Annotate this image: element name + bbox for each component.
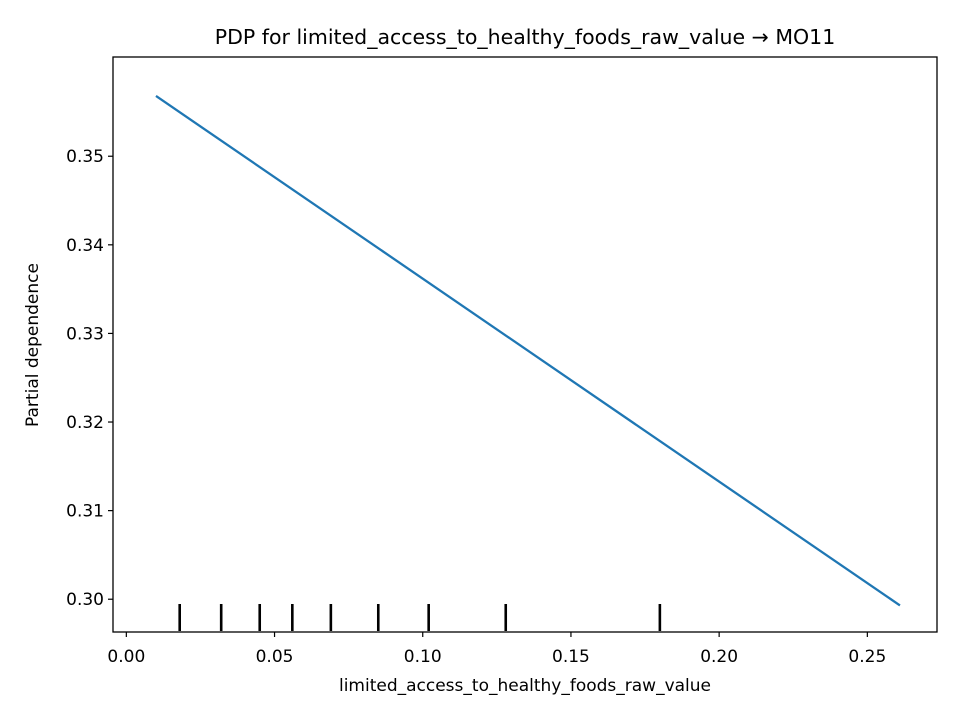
y-tick-label: 0.33 [66, 324, 104, 344]
y-tick-label: 0.35 [66, 147, 104, 167]
x-axis: 0.00 0.05 0.10 0.15 0.20 0.25 [107, 632, 886, 667]
y-axis: 0.30 0.31 0.32 0.33 0.34 0.35 [66, 147, 113, 610]
plot-area [155, 95, 901, 631]
axes-frame [112, 56, 938, 633]
y-axis-label: Partial dependence [23, 263, 43, 427]
x-tick-label: 0.25 [848, 647, 886, 667]
x-tick-label: 0.05 [256, 647, 294, 667]
x-tick-label: 0.20 [700, 647, 738, 667]
series-line-0 [155, 95, 901, 607]
x-tick-label: 0.00 [107, 647, 145, 667]
x-axis-label: limited_access_to_healthy_foods_raw_valu… [339, 676, 711, 696]
x-tick-label: 0.10 [404, 647, 442, 667]
x-tick-label: 0.15 [552, 647, 590, 667]
y-tick-label: 0.32 [66, 413, 104, 433]
y-tick-label: 0.30 [66, 590, 104, 610]
y-tick-label: 0.34 [66, 236, 104, 256]
y-tick-label: 0.31 [66, 502, 104, 522]
chart-title: PDP for limited_access_to_healthy_foods_… [215, 25, 836, 50]
